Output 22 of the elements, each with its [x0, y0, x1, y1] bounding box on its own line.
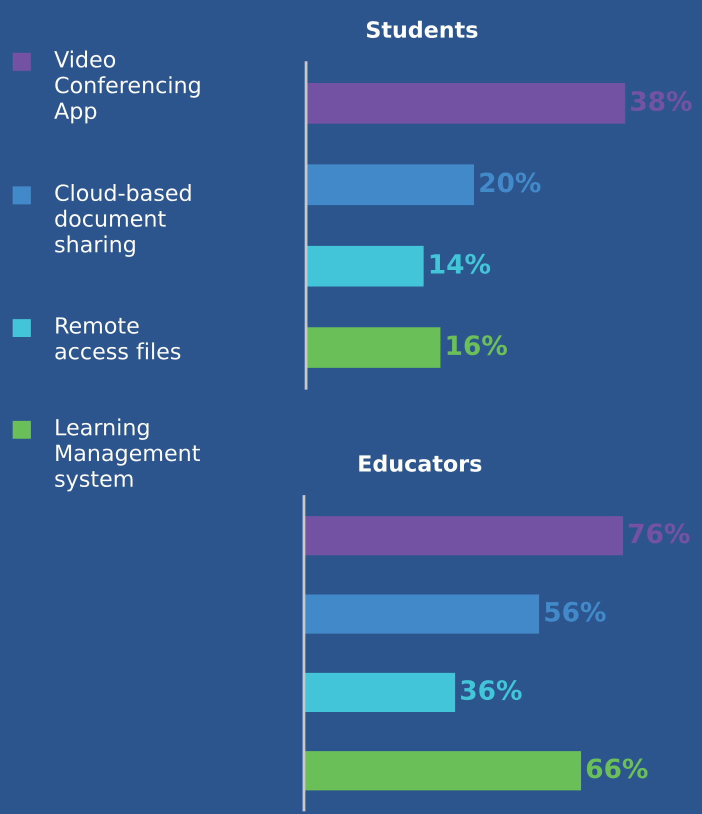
text: Learning Management system: [55, 418, 200, 492]
bar: [304, 516, 624, 556]
chart-title: Educators: [359, 454, 482, 472]
data-label: 38%: [631, 91, 692, 112]
bar: [306, 164, 474, 206]
data-label: 20%: [480, 172, 541, 192]
data-label: 56%: [545, 602, 606, 622]
text: Cloud-based document sharing: [55, 184, 191, 257]
bar: [304, 672, 456, 712]
data-label: 76%: [628, 523, 690, 544]
chart-title: Students: [366, 20, 478, 38]
bar: [304, 594, 540, 634]
data-label: 14%: [430, 254, 490, 274]
text: Video Conferencing App: [54, 50, 200, 124]
bar: [306, 246, 424, 287]
text: Remote access files: [55, 317, 180, 360]
data-label: 66%: [586, 758, 648, 778]
data-label: 16%: [448, 335, 507, 356]
bar: [306, 83, 626, 124]
bar: [306, 327, 440, 368]
bar: [304, 751, 582, 790]
data-label: 36%: [461, 680, 522, 700]
